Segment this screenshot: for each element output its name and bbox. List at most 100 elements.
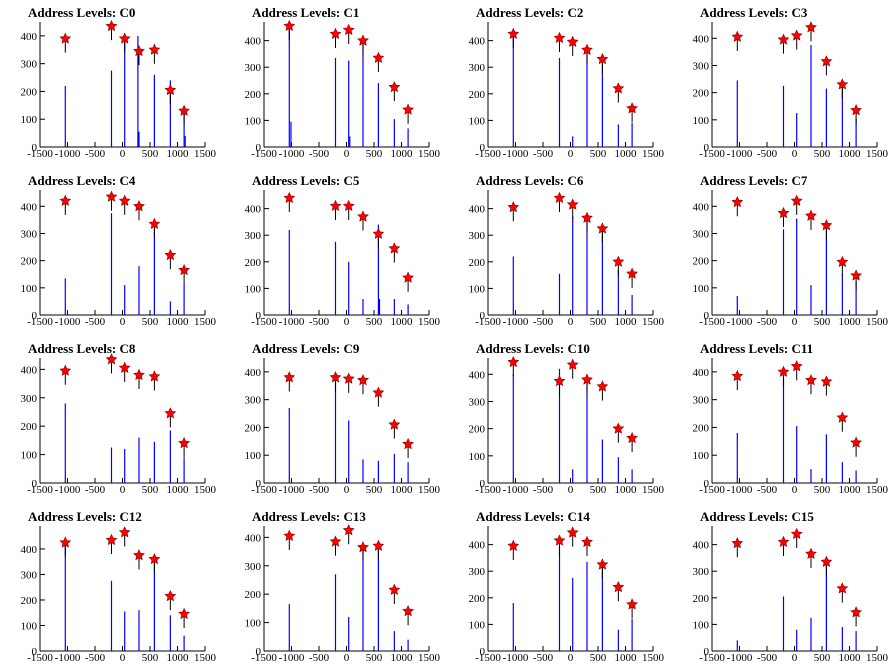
y-tick-label: 300 [245,395,262,407]
x-tick-label: -1500 [475,652,501,664]
peak-marker [357,541,369,553]
peak-marker [178,263,190,276]
y-tick-label: 400 [693,540,710,552]
x-tick-label: -500 [85,484,106,496]
x-tick-label: 0 [568,148,574,160]
peak-marker [357,34,369,46]
peak-marker [850,606,862,618]
peak-marker [805,21,817,33]
x-tick-label: 1500 [194,484,217,496]
peak-marker [372,539,385,551]
y-tick-label: 100 [245,450,262,462]
peak-marker [850,269,862,281]
peak-marker [777,33,790,45]
y-tick-label: 0 [480,478,486,490]
chart-svg: 0 100 200 300 400 -1500 -1000 -500 0 500 1000 1500 [693,526,889,664]
x-tick-label: 1000 [391,652,414,664]
x-tick-label: 500 [590,148,607,160]
peak-marker [59,364,72,376]
chart-title: Address Levels: C9 [252,341,360,356]
x-tick-label: 0 [344,652,350,664]
chart-title: Address Levels: C14 [476,509,590,524]
x-tick-label: -1000 [55,316,81,328]
x-tick-label: 500 [142,316,159,328]
peak-marker [118,361,131,373]
peak-marker [402,604,414,617]
x-tick-label: 500 [814,652,831,664]
chart-title: Address Levels: C8 [28,341,136,356]
x-tick-label: 0 [568,652,574,664]
chart-title: Address Levels: C3 [700,5,808,20]
chart-panel: 0 100 200 300 400 -1500 -1000 -500 0 500 1000 1500 A… [448,168,672,336]
x-tick-label: 1500 [866,148,889,160]
peak-marker [805,547,817,559]
chart-title: Address Levels: C5 [252,173,360,188]
peak-marker [164,248,177,261]
peak-marker [283,371,296,383]
chart-svg: 0 100 200 300 400 -1500 -1000 -500 0 500 1000 1500 [21,190,217,328]
chart-panel: 0 100 200 300 400 -1500 -1000 -500 0 500 1000 1500 A… [672,504,896,672]
y-tick-label: 400 [469,204,486,216]
peak-marker [342,199,355,211]
x-tick-label: 1000 [167,652,190,664]
y-tick-label: 0 [256,142,262,154]
x-tick-label: -500 [309,148,330,160]
x-tick-label: -500 [757,316,778,328]
x-tick-label: 1500 [866,652,889,664]
peak-marker [596,52,609,65]
peak-marker [836,582,849,594]
x-tick-label: -1500 [699,148,725,160]
chart-svg: 0 100 200 300 400 -1500 -1000 -500 0 500 1000 1500 [245,19,441,160]
x-tick-label: 1000 [167,316,190,328]
x-tick-label: 500 [590,484,607,496]
y-tick-label: 200 [469,593,486,605]
y-tick-label: 400 [21,31,38,43]
y-tick-label: 0 [32,646,38,658]
y-tick-label: 200 [693,256,710,268]
peak-marker [164,407,177,419]
chart-title: Address Levels: C1 [252,5,360,20]
peak-marker [731,195,744,208]
y-tick-label: 300 [21,59,38,71]
chart-svg: 0 100 200 300 400 -1500 -1000 -500 0 500 1000 1500 [693,190,889,328]
y-tick-label: 200 [245,89,262,101]
y-tick-label: 300 [693,395,710,407]
peak-marker [790,360,803,372]
x-tick-label: 1000 [391,148,414,160]
x-tick-label: -1500 [475,484,501,496]
peak-marker [626,102,638,114]
x-tick-label: -1000 [503,484,529,496]
chart-title: Address Levels: C0 [28,5,136,20]
x-tick-label: 1000 [391,484,414,496]
peak-marker [402,437,414,450]
x-tick-label: 0 [344,148,350,160]
peak-marker [329,199,342,211]
peak-marker [105,19,118,32]
chart-panel: 0 100 200 300 400 -1500 -1000 -500 0 500 1000 1500 A… [224,504,448,672]
x-tick-label: 0 [344,316,350,328]
peak-marker [612,82,625,94]
x-tick-label: -500 [309,484,330,496]
x-tick-label: -1000 [279,484,305,496]
y-tick-label: 0 [480,310,486,322]
chart-title: Address Levels: C15 [700,509,814,524]
x-tick-label: -1500 [27,316,53,328]
peak-marker [372,51,385,63]
peak-marker [581,373,593,385]
peak-marker [283,19,296,31]
peak-marker [777,535,790,547]
y-tick-label: 300 [245,230,262,242]
y-tick-label: 0 [32,478,38,490]
y-tick-label: 300 [469,62,486,74]
chart-panel: 0 100 200 300 400 -1500 -1000 -500 0 500 1000 1500 A… [448,0,672,168]
peak-marker [596,222,609,234]
y-tick-label: 100 [469,115,486,127]
x-tick-label: 1500 [866,484,889,496]
peak-marker [118,32,131,44]
x-tick-label: -1000 [727,484,753,496]
peak-marker [820,219,833,231]
x-tick-label: -1000 [55,148,81,160]
x-tick-label: 0 [120,148,126,160]
x-tick-label: 1500 [418,316,441,328]
peak-marker [553,31,566,43]
